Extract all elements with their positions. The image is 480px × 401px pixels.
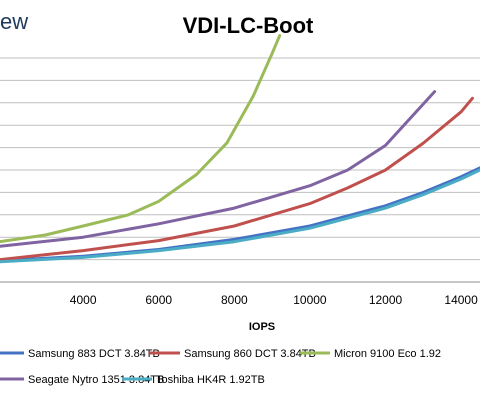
series-line-1 xyxy=(0,166,480,263)
x-tick-label: 14000 xyxy=(444,293,478,307)
x-tick-label: 10000 xyxy=(293,293,327,307)
x-tick-label: 12000 xyxy=(369,293,403,307)
legend-label: Samsung 860 DCT 3.84TB xyxy=(184,348,316,360)
x-axis-label: IOPS xyxy=(249,321,275,333)
chart-title: VDI-LC-Boot xyxy=(183,13,314,38)
x-tick-label: 8000 xyxy=(221,293,248,307)
series-line-4 xyxy=(0,90,437,248)
legend: Samsung 883 DCT 3.84TB Samsung 860 DCT 3.… xyxy=(0,348,441,386)
legend-label: Seagate Nytro 1351 3.84TB xyxy=(28,374,164,386)
series-line-5 xyxy=(0,168,480,264)
legend-label: Toshiba HK4R 1.92TB xyxy=(156,374,265,386)
series-line-2 xyxy=(0,96,474,262)
logo-fragment: ew xyxy=(0,9,28,34)
x-tick-label: 6000 xyxy=(145,293,172,307)
legend-label: Micron 9100 Eco 1.92 xyxy=(334,348,441,360)
x-tick-labels: 4000 6000 8000 10000 12000 14000 xyxy=(70,293,478,307)
gridlines xyxy=(0,57,480,283)
series-lines xyxy=(0,34,480,264)
x-tick-label: 4000 xyxy=(70,293,97,307)
series-line-3 xyxy=(0,34,282,244)
legend-label: Samsung 883 DCT 3.84TB xyxy=(28,348,160,360)
